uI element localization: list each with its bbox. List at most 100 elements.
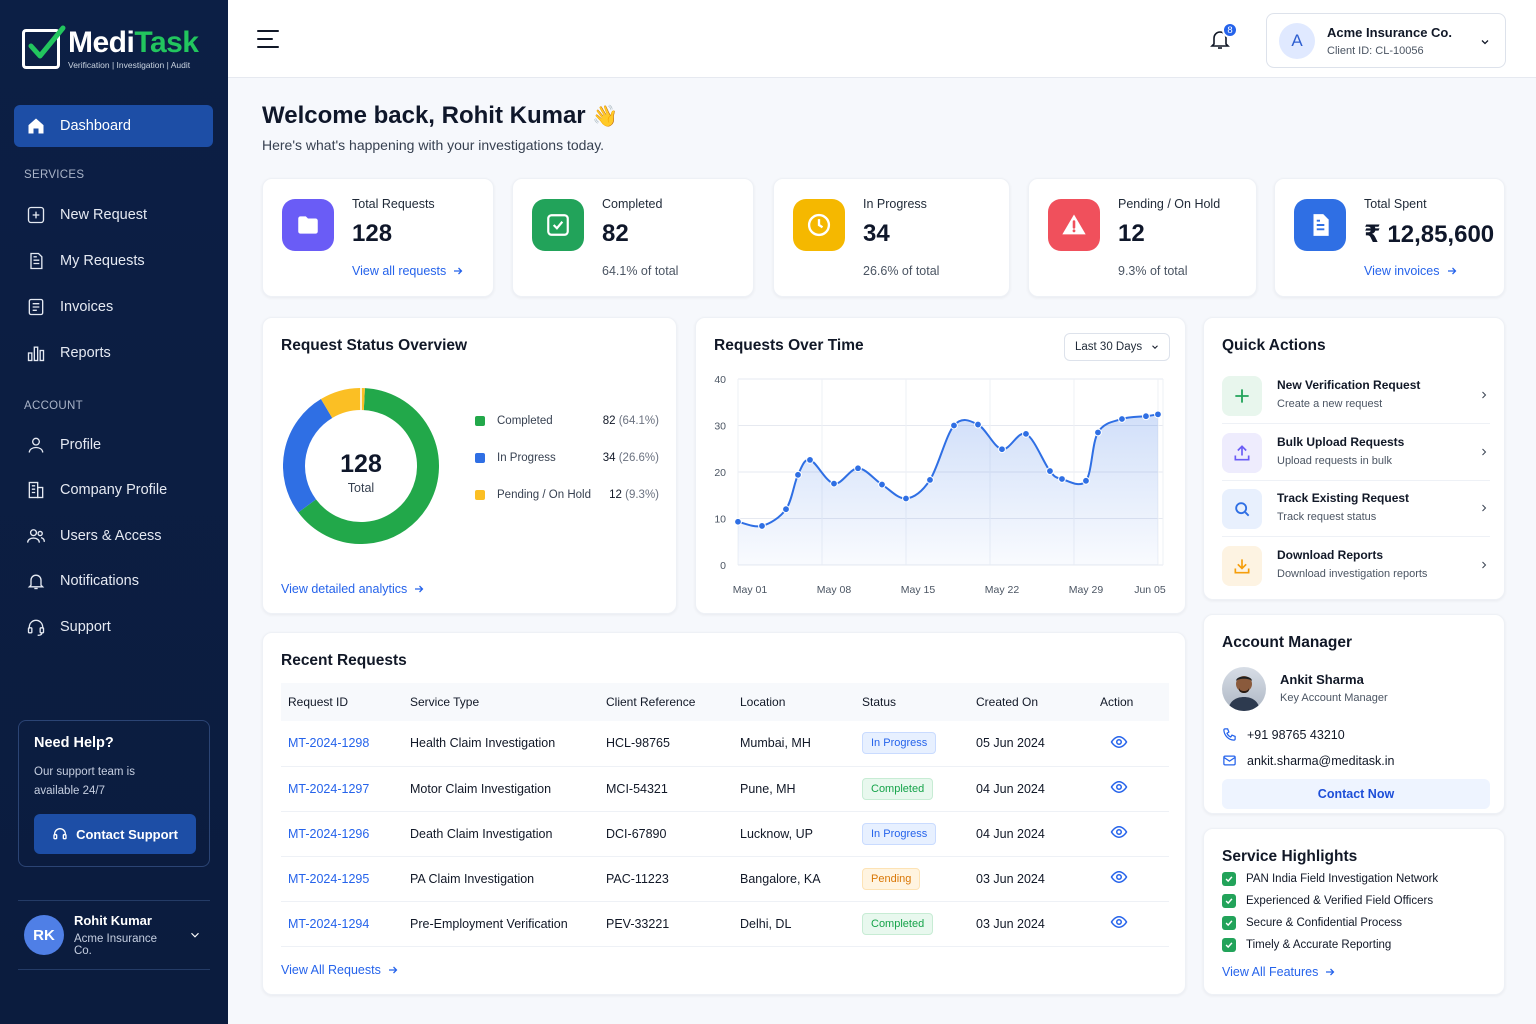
highlight-item: Secure & Confidential Process	[1222, 916, 1402, 930]
clock-icon	[793, 199, 845, 251]
search-icon	[1222, 489, 1262, 529]
x-tick-label: May 01	[733, 584, 768, 596]
date-range-select[interactable]: Last 30 Days	[1064, 333, 1170, 361]
sidebar-item-users-access[interactable]: Users & Access	[14, 515, 213, 557]
column-header: Request ID	[281, 683, 403, 721]
data-point	[1082, 476, 1090, 485]
request-id-link[interactable]: MT-2024-1294	[281, 901, 403, 947]
quick-action-new-request[interactable]: New Verification Request Create a new re…	[1222, 368, 1490, 424]
view-eye-icon[interactable]	[1110, 868, 1128, 886]
legend-swatch	[475, 453, 485, 463]
plus-square-icon	[27, 206, 45, 224]
request-id-link[interactable]: MT-2024-1295	[281, 856, 403, 902]
requests-over-time-card: Requests Over Time Last 30 Days 0 10 20 30 4…	[695, 317, 1186, 614]
sidebar-item-notifications[interactable]: Notifications	[14, 560, 213, 602]
view-eye-icon[interactable]	[1110, 913, 1128, 931]
status-badge: In Progress	[862, 822, 937, 845]
logo-check-icon	[22, 25, 66, 69]
donut-slice-pending-on-hold[interactable]	[320, 388, 365, 419]
y-tick-label: 0	[720, 560, 726, 572]
legend-pending: Pending / On Hold 12 (9.3%)	[475, 489, 659, 501]
sidebar-item-profile[interactable]: Profile	[14, 424, 213, 466]
quick-action-sub: Create a new request	[1277, 398, 1383, 410]
data-point	[902, 494, 910, 503]
data-point	[878, 480, 886, 489]
view-eye-icon[interactable]	[1110, 778, 1128, 796]
sidebar-item-invoices[interactable]: Invoices	[14, 286, 213, 328]
invoice-icon	[28, 298, 44, 316]
stat-label: Total Requests	[352, 197, 435, 211]
service-type: Motor Claim Investigation	[403, 766, 599, 812]
stat-label: Pending / On Hold	[1118, 197, 1221, 211]
column-header: Created On	[969, 683, 1093, 721]
sidebar-item-new-request[interactable]: New Request	[14, 194, 213, 236]
data-point	[1154, 410, 1162, 419]
sidebar-item-support[interactable]: Support	[14, 606, 213, 648]
services-heading: SERVICES	[24, 169, 85, 181]
avatar: RK	[24, 915, 64, 955]
location: Bangalore, KA	[733, 856, 855, 902]
status-badge: Pending	[862, 867, 921, 890]
bar-chart-icon	[27, 346, 45, 362]
sidebar-item-label: Dashboard	[60, 118, 131, 134]
quick-action-title: Bulk Upload Requests	[1277, 435, 1405, 449]
user-name: Rohit Kumar	[73, 913, 152, 928]
sidebar-item-label: Reports	[60, 345, 111, 361]
x-tick-label: May 08	[817, 584, 852, 596]
table-row: MT-2024-1294 Pre-Employment Verification P…	[281, 901, 1169, 947]
client-switcher[interactable]: A Acme Insurance Co. Client ID: CL-10056	[1266, 13, 1506, 68]
view-detailed-analytics-link[interactable]: View detailed analytics	[281, 582, 425, 596]
donut-slice-in-progress[interactable]	[283, 399, 333, 513]
notification-badge: 8	[1222, 22, 1238, 38]
check-square-icon	[532, 199, 584, 251]
check-icon	[1222, 894, 1236, 908]
sidebar-item-label: Support	[60, 619, 111, 635]
location: Pune, MH	[733, 766, 855, 812]
sidebar-item-my-requests[interactable]: My Requests	[14, 240, 213, 282]
brand-logo[interactable]: MediTask Verification | Investigation | …	[22, 25, 199, 70]
table-row: MT-2024-1296 Death Claim Investigation DCI…	[281, 811, 1169, 857]
request-id-link[interactable]: MT-2024-1297	[281, 766, 403, 812]
request-id-link[interactable]: MT-2024-1296	[281, 811, 403, 857]
view-all-features-link[interactable]: View All Features	[1222, 965, 1336, 979]
menu-icon[interactable]	[256, 28, 280, 50]
view-eye-icon[interactable]	[1110, 823, 1128, 841]
stat-label: Total Spent	[1364, 197, 1427, 211]
arrow-right-icon	[454, 267, 463, 275]
account-manager-phone[interactable]: +91 98765 43210	[1222, 727, 1345, 742]
view-invoices-link[interactable]: View invoices	[1364, 264, 1458, 278]
sidebar-item-reports[interactable]: Reports	[14, 332, 213, 374]
card-title: Service Highlights	[1222, 848, 1358, 865]
view-all-requests-link[interactable]: View All Requests	[281, 963, 399, 977]
sidebar-item-company-profile[interactable]: Company Profile	[14, 469, 213, 511]
client-name: Acme Insurance Co.	[1327, 24, 1452, 40]
arrow-right-icon	[1326, 968, 1335, 976]
donut-slice-completed[interactable]	[298, 388, 439, 544]
phone-icon	[1223, 728, 1236, 741]
contact-now-button[interactable]: Contact Now	[1222, 779, 1490, 809]
sidebar: MediTask Verification | Investigation | …	[0, 0, 228, 1024]
date-range-value: Last 30 Days	[1075, 341, 1143, 353]
sidebar-item-dashboard[interactable]: Dashboard	[14, 105, 213, 147]
user-menu[interactable]: RK Rohit Kumar Acme Insurance Co.	[18, 900, 210, 970]
view-eye-icon[interactable]	[1110, 733, 1128, 751]
data-point	[758, 522, 766, 530]
quick-action-bulk-upload[interactable]: Bulk Upload Requests Upload requests in …	[1222, 425, 1490, 481]
stat-label: In Progress	[863, 197, 927, 211]
check-icon	[1222, 872, 1236, 886]
view-all-requests-link[interactable]: View all requests	[352, 264, 464, 278]
data-point	[1094, 428, 1102, 437]
account-manager-avatar	[1222, 667, 1266, 711]
sidebar-item-label: Notifications	[60, 573, 139, 589]
contact-support-button[interactable]: Contact Support	[34, 814, 196, 854]
table-row: MT-2024-1297 Motor Claim Investigation MCI…	[281, 766, 1169, 812]
quick-action-track-request[interactable]: Track Existing Request Track request sta…	[1222, 481, 1490, 537]
stat-value: ₹ 12,85,600	[1364, 221, 1495, 248]
quick-action-download-reports[interactable]: Download Reports Download investigation …	[1222, 538, 1490, 594]
data-point	[1058, 475, 1066, 483]
account-manager-email[interactable]: ankit.sharma@meditask.in	[1222, 753, 1394, 768]
card-title: Quick Actions	[1222, 337, 1326, 354]
request-id-link[interactable]: MT-2024-1298	[281, 721, 403, 767]
sidebar-item-label: My Requests	[60, 253, 145, 269]
stat-sub: 9.3% of total	[1118, 264, 1188, 278]
